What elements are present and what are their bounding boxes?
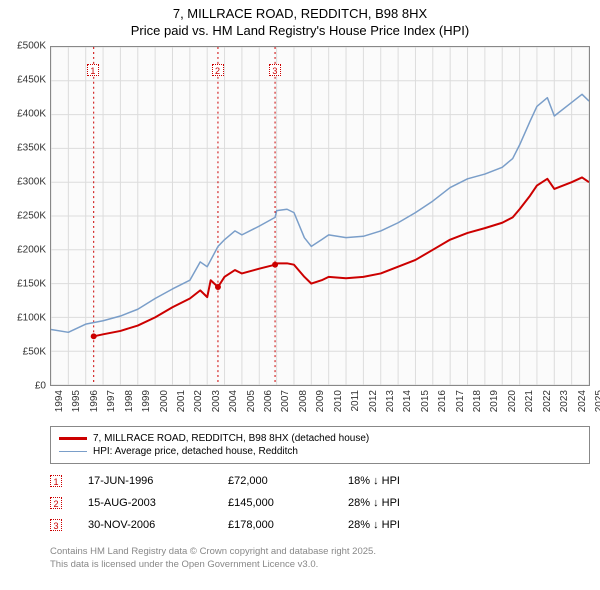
y-tick-label: £50K <box>2 347 46 358</box>
x-tick-label: 2020 <box>507 390 518 420</box>
sales-table: 1 17-JUN-1996 £72,000 18% ↓ HPI 2 15-AUG… <box>50 470 590 536</box>
x-tick-label: 2019 <box>489 390 500 420</box>
x-tick-label: 1995 <box>71 390 82 420</box>
chart-container: 7, MILLRACE ROAD, REDDITCH, B98 8HX Pric… <box>0 0 600 590</box>
legend: 7, MILLRACE ROAD, REDDITCH, B98 8HX (det… <box>50 426 590 464</box>
sales-delta: 28% ↓ HPI <box>348 497 488 509</box>
x-tick-label: 1998 <box>124 390 135 420</box>
x-tick-label: 2006 <box>263 390 274 420</box>
legend-label-price-paid: 7, MILLRACE ROAD, REDDITCH, B98 8HX (det… <box>93 433 369 444</box>
x-tick-label: 2022 <box>542 390 553 420</box>
y-tick-label: £300K <box>2 177 46 188</box>
x-tick-label: 2010 <box>333 390 344 420</box>
sales-delta: 18% ↓ HPI <box>348 475 488 487</box>
sales-marker: 1 <box>50 475 62 487</box>
x-tick-label: 2021 <box>524 390 535 420</box>
y-tick-label: £0 <box>2 381 46 392</box>
sales-row: 2 15-AUG-2003 £145,000 28% ↓ HPI <box>50 492 590 514</box>
x-tick-label: 2011 <box>350 390 361 420</box>
y-tick-label: £100K <box>2 313 46 324</box>
x-tick-label: 2025 <box>594 390 600 420</box>
x-tick-label: 2009 <box>315 390 326 420</box>
legend-swatch-hpi <box>59 451 87 453</box>
x-tick-label: 2013 <box>385 390 396 420</box>
sales-row: 1 17-JUN-1996 £72,000 18% ↓ HPI <box>50 470 590 492</box>
y-tick-label: £400K <box>2 109 46 120</box>
sales-price: £72,000 <box>228 475 348 487</box>
x-tick-label: 2002 <box>193 390 204 420</box>
y-tick-label: £500K <box>2 41 46 52</box>
x-tick-label: 2001 <box>176 390 187 420</box>
legend-item-price-paid: 7, MILLRACE ROAD, REDDITCH, B98 8HX (det… <box>59 433 581 444</box>
title-line-2: Price paid vs. HM Land Registry's House … <box>0 23 600 40</box>
x-tick-label: 2005 <box>246 390 257 420</box>
legend-item-hpi: HPI: Average price, detached house, Redd… <box>59 446 581 457</box>
x-tick-label: 2014 <box>402 390 413 420</box>
sales-marker: 2 <box>50 497 62 509</box>
y-tick-label: £150K <box>2 279 46 290</box>
sales-date: 15-AUG-2003 <box>88 497 228 509</box>
chart-marker: 2 <box>212 64 224 76</box>
title-block: 7, MILLRACE ROAD, REDDITCH, B98 8HX Pric… <box>0 0 600 40</box>
y-tick-label: £350K <box>2 143 46 154</box>
x-tick-label: 1994 <box>54 390 65 420</box>
sales-price: £145,000 <box>228 497 348 509</box>
sales-delta: 28% ↓ HPI <box>348 519 488 531</box>
sales-date: 17-JUN-1996 <box>88 475 228 487</box>
x-tick-label: 1996 <box>89 390 100 420</box>
legend-label-hpi: HPI: Average price, detached house, Redd… <box>93 446 298 457</box>
y-tick-label: £250K <box>2 211 46 222</box>
footer: Contains HM Land Registry data © Crown c… <box>50 546 590 572</box>
chart-marker: 1 <box>87 64 99 76</box>
x-tick-label: 2000 <box>159 390 170 420</box>
chart-marker: 3 <box>269 64 281 76</box>
chart-plot-area <box>50 46 590 386</box>
x-tick-label: 2023 <box>559 390 570 420</box>
x-tick-label: 2007 <box>280 390 291 420</box>
sales-date: 30-NOV-2006 <box>88 519 228 531</box>
footer-line-1: Contains HM Land Registry data © Crown c… <box>50 546 590 559</box>
y-tick-label: £450K <box>2 75 46 86</box>
sales-price: £178,000 <box>228 519 348 531</box>
x-tick-label: 1997 <box>106 390 117 420</box>
x-tick-label: 2004 <box>228 390 239 420</box>
x-tick-label: 2016 <box>437 390 448 420</box>
title-line-1: 7, MILLRACE ROAD, REDDITCH, B98 8HX <box>0 6 600 23</box>
chart-svg <box>51 47 589 385</box>
x-tick-label: 2017 <box>455 390 466 420</box>
y-tick-label: £200K <box>2 245 46 256</box>
sales-marker: 3 <box>50 519 62 531</box>
sales-row: 3 30-NOV-2006 £178,000 28% ↓ HPI <box>50 514 590 536</box>
x-tick-label: 1999 <box>141 390 152 420</box>
footer-line-2: This data is licensed under the Open Gov… <box>50 559 590 572</box>
x-tick-label: 2012 <box>368 390 379 420</box>
x-tick-label: 2018 <box>472 390 483 420</box>
x-tick-label: 2008 <box>298 390 309 420</box>
x-tick-label: 2024 <box>577 390 588 420</box>
x-tick-label: 2003 <box>211 390 222 420</box>
x-tick-label: 2015 <box>420 390 431 420</box>
legend-swatch-price-paid <box>59 437 87 440</box>
